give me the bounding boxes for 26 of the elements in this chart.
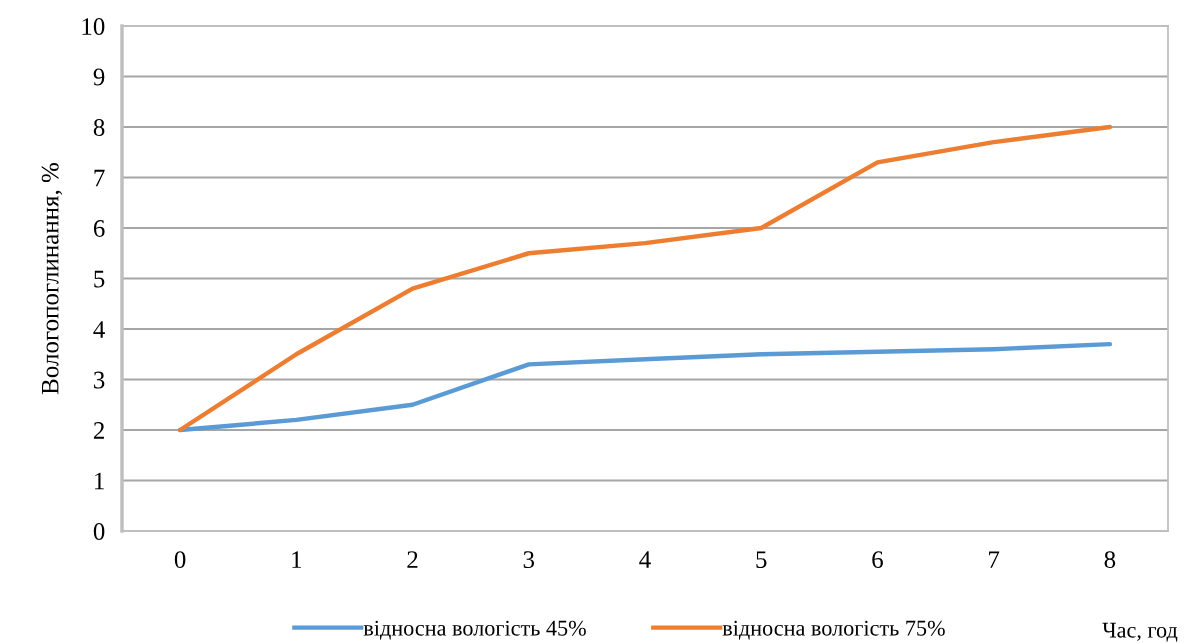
y-tick-label: 7 [94,169,105,187]
y-tick-label: 5 [94,270,105,288]
y-tick-label: 1 [95,472,104,490]
y-tick-label: 8 [93,119,105,136]
x-tick-label: 8 [1104,551,1116,569]
y-tick-label: 3 [94,371,105,389]
x-axis-title: Час, год [1102,622,1178,642]
y-tick-label: 4 [93,321,105,338]
x-tick-label: 3 [523,551,535,569]
x-tick-label: 7 [989,551,1000,568]
x-tick-label: 5 [756,551,767,569]
line-series [177,124,1113,433]
x-tick-label: 2 [407,551,418,568]
legend-label: відносна вологість 75% [722,620,945,640]
y-tick-label: 2 [93,422,104,439]
x-tick-label: 6 [872,551,883,569]
x-tick-label: 0 [174,551,186,569]
legend-label: відносна вологість 45% [363,620,586,640]
y-tick-label: 6 [93,220,105,237]
y-tick-label: 0 [93,523,105,540]
line-series [177,341,1113,433]
y-tick-label: 10 [82,18,105,35]
x-tick-label: 4 [639,551,651,568]
y-tick-label: 9 [93,68,105,86]
y-axis-title: Вологопоглинання, % [41,163,63,395]
x-tick-label: 1 [292,551,302,568]
